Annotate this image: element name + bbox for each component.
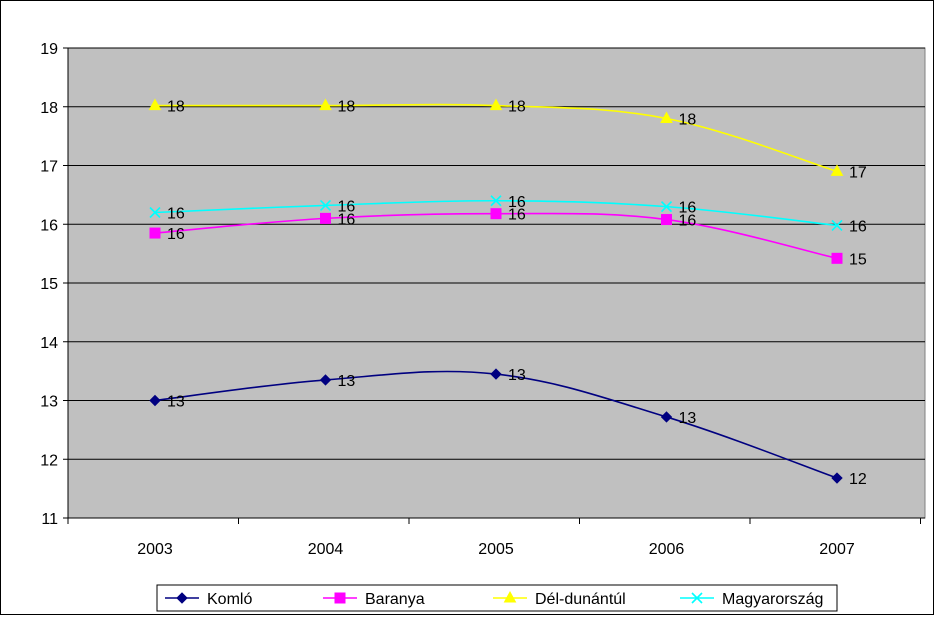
data-label: 13 — [508, 367, 526, 384]
x-tick-label: 2006 — [649, 541, 685, 558]
point-marker — [319, 374, 332, 386]
data-label: 16 — [679, 200, 697, 217]
point-marker — [176, 592, 188, 604]
x-tick-label: 2003 — [137, 541, 173, 558]
gridlines — [68, 47, 925, 460]
series-2 — [148, 98, 844, 176]
data-label: 16 — [849, 218, 867, 235]
point-marker — [334, 592, 346, 604]
series — [148, 98, 844, 484]
legend-label: Baranya — [365, 591, 425, 608]
point-marker — [320, 212, 331, 224]
point-marker — [660, 201, 673, 213]
data-label: 17 — [849, 164, 867, 181]
point-marker — [148, 98, 162, 111]
data-label: 16 — [167, 206, 185, 223]
series-1 — [149, 208, 843, 264]
data-label: 16 — [167, 226, 185, 243]
x-tick-label: 2004 — [308, 541, 344, 558]
y-tick-label: 12 — [40, 452, 58, 469]
y-tick-label: 13 — [40, 394, 58, 411]
data-label: 16 — [508, 194, 526, 211]
y-tick-label: 14 — [40, 335, 58, 352]
data-label: 13 — [679, 410, 697, 427]
point-marker — [660, 411, 673, 423]
y-tick-label: 18 — [40, 100, 58, 117]
legend-label: Magyarország — [722, 591, 823, 608]
y-tick-label: 11 — [41, 511, 58, 528]
point-marker — [831, 219, 843, 231]
point-marker — [691, 592, 703, 604]
point-marker — [660, 111, 673, 123]
point-marker — [661, 214, 672, 226]
legend-label: Komló — [207, 591, 252, 608]
series-0 — [149, 368, 843, 484]
series-3 — [149, 195, 843, 231]
data-label: 13 — [167, 394, 185, 411]
point-marker — [490, 195, 502, 207]
data-label: 18 — [679, 112, 697, 129]
data-label: 18 — [338, 99, 356, 116]
y-tick-label: 16 — [40, 217, 58, 234]
point-marker — [490, 208, 502, 220]
point-marker — [830, 164, 844, 176]
axes: 11 12 13 14 15 16 17 18 19 2003 2004 2005 2006 2007 — [40, 41, 925, 558]
point-marker — [489, 98, 503, 111]
point-marker — [831, 252, 843, 264]
point-marker — [149, 227, 161, 239]
x-tick-label: 2007 — [819, 541, 855, 558]
point-marker — [319, 98, 332, 111]
data-label: 16 — [338, 211, 356, 228]
y-tick-label: 19 — [40, 41, 58, 58]
x-tick-label: 2005 — [478, 541, 514, 558]
data-label: 18 — [508, 99, 526, 116]
legend: Komló Baranya Dél-dunántúl Magyarország — [156, 584, 838, 612]
legend-label: Dél-dunántúl — [535, 591, 626, 608]
data-label: 16 — [679, 213, 697, 230]
data-label: 18 — [167, 99, 185, 116]
point-marker — [319, 199, 332, 212]
point-marker — [149, 206, 161, 219]
point-marker — [831, 472, 843, 484]
data-label: 15 — [849, 251, 867, 268]
data-label: 13 — [338, 373, 356, 390]
point-marker — [503, 590, 517, 603]
data-label: 16 — [508, 207, 526, 224]
data-label: 12 — [849, 471, 867, 488]
point-marker — [149, 394, 161, 407]
data-label: 16 — [338, 198, 356, 215]
y-tick-label: 15 — [40, 276, 58, 293]
y-tick-label: 17 — [40, 159, 58, 176]
point-marker — [490, 368, 502, 380]
